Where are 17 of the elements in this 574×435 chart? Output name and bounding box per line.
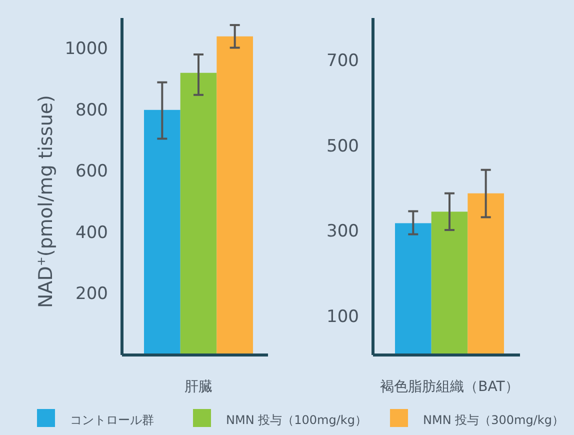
bar <box>180 72 217 355</box>
legend-label: コントロール群 <box>70 413 154 427</box>
y-tick-label: 100 <box>326 307 359 328</box>
y-tick-label: 300 <box>326 222 359 242</box>
y-tick-label: 400 <box>76 222 108 243</box>
y-tick-label: 1000 <box>64 39 108 60</box>
y-tick-label: 800 <box>76 100 108 120</box>
legend-label: NMN 投与（300mg/kg） <box>423 413 564 427</box>
bar <box>216 36 253 355</box>
y-tick-label: 200 <box>76 284 108 304</box>
y-tick-label: 600 <box>76 162 108 182</box>
x-tick-label: 褐色脂肪組織（BAT） <box>380 379 519 395</box>
y-tick-label: 700 <box>326 51 359 72</box>
bar <box>144 110 180 355</box>
y-tick-label: 500 <box>326 136 359 156</box>
x-tick-label: 肝臓 <box>184 379 212 395</box>
legend-label: NMN 投与（100mg/kg） <box>226 413 367 427</box>
